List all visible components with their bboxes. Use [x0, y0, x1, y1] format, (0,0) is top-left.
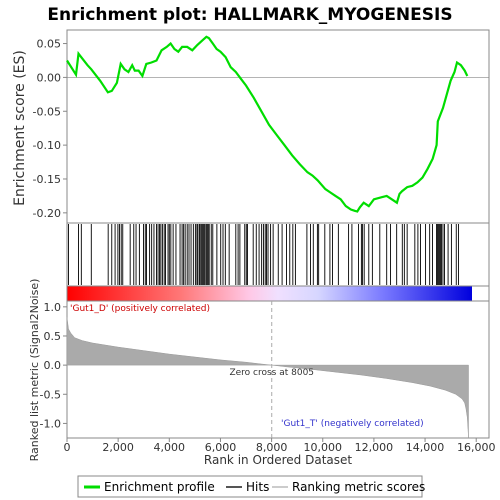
x-axis: 0 2,000 4,000 6,000 8,000 10,000 12,000 14,000 1…	[64, 438, 496, 454]
x-tick-label: 10,000	[304, 441, 343, 454]
chart-title: Enrichment plot: HALLMARK_MYOGENESIS	[47, 5, 452, 25]
legend-label-enrichment-profile: Enrichment profile	[104, 480, 215, 494]
metric-y-tick-label: 1.0	[44, 301, 62, 314]
es-y-axis: 0.05 0.00 -0.05 -0.10 -0.15 -0.20	[33, 38, 67, 220]
es-y-tick-label: -0.15	[33, 173, 61, 186]
positive-correlation-label: 'Gut1_D' (positively correlated)	[70, 304, 210, 314]
metric-y-tick-label: 0.5	[44, 330, 62, 343]
metric-y-tick-label: -0.5	[40, 388, 61, 401]
x-tick-label: 4,000	[154, 441, 186, 454]
es-y-tick-label: -0.20	[33, 207, 61, 220]
metric-area-ranking-scores	[66, 317, 469, 439]
es-line-enrichment-profile	[66, 35, 469, 213]
x-tick-label: 12,000	[355, 441, 394, 454]
legend: Enrichment profile Hits Ranking metric s…	[77, 475, 425, 498]
metric-y-axis: 1.0 0.5 0.0 -0.5 -1.0	[40, 301, 67, 430]
es-y-tick-label: 0.00	[37, 71, 62, 84]
x-tick-label: 14,000	[406, 441, 445, 454]
es-y-tick-label: -0.10	[33, 139, 61, 152]
x-axis-label: Rank in Ordered Dataset	[204, 453, 352, 467]
x-tick-label: 2,000	[102, 441, 134, 454]
x-tick-label: 16,000	[457, 441, 496, 454]
x-tick-label: 8,000	[256, 441, 288, 454]
legend-label-hits: Hits	[246, 480, 269, 494]
rank-color-bar	[67, 286, 472, 301]
negative-correlation-label: 'Gut1_T' (negatively correlated)	[281, 419, 424, 429]
es-y-tick-label: 0.05	[37, 38, 62, 51]
metric-y-axis-label: Ranked list metric (Signal2Noise)	[28, 279, 41, 462]
metric-panel: 1.0 0.5 0.0 -0.5 -1.0 Zero cross at 8005 'Gu…	[28, 279, 495, 467]
es-y-axis-label: Enrichment score (ES)	[12, 50, 28, 206]
x-tick-label: 0	[64, 441, 71, 454]
zero-cross-label: Zero cross at 8005	[229, 368, 314, 378]
hit-marks	[68, 224, 460, 285]
es-panel-frame	[66, 29, 490, 224]
metric-y-tick-label: -1.0	[40, 417, 61, 430]
legend-label-ranking-metric-scores: Ranking metric scores	[292, 480, 425, 494]
metric-y-tick-label: 0.0	[44, 359, 62, 372]
es-panel: 0.05 0.00 -0.05 -0.10 -0.15 -0.20 Enrichment …	[12, 29, 490, 224]
legend-frame	[77, 475, 423, 498]
hits-panel	[66, 222, 490, 302]
es-y-tick-label: -0.05	[33, 105, 61, 118]
x-tick-label: 6,000	[205, 441, 237, 454]
